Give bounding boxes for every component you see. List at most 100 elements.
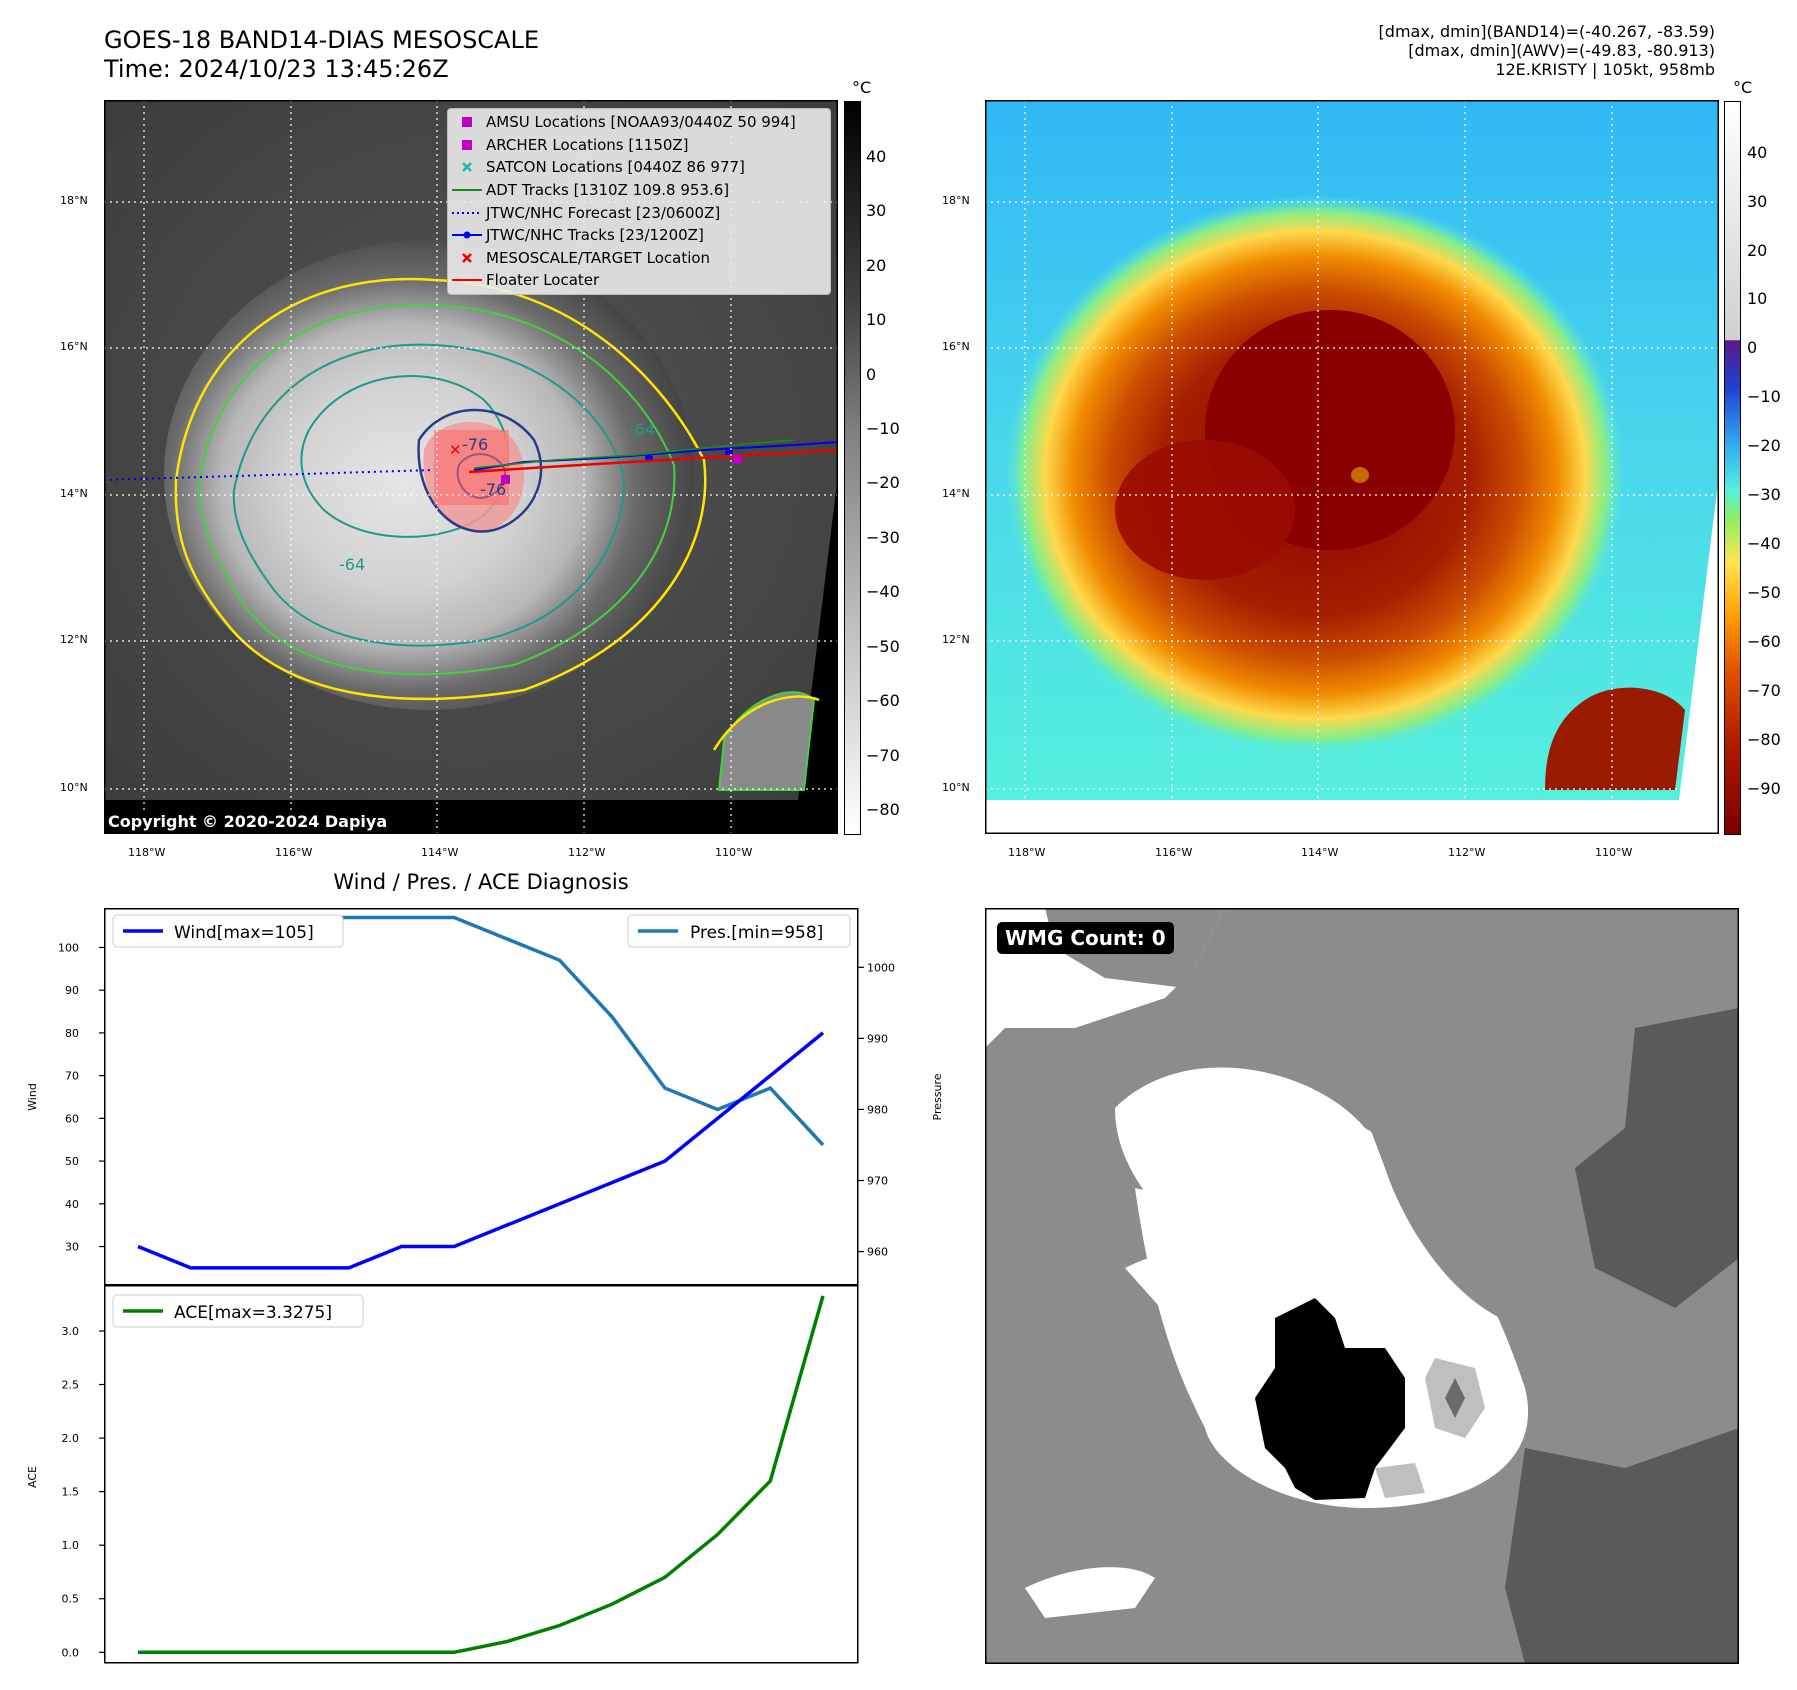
legend-item: AMSU Locations [NOAA93/0440Z 50 994] <box>448 111 830 134</box>
color-colorbar <box>1724 101 1741 835</box>
lon-label: 118°W <box>128 846 166 859</box>
wind-tick-label: 40 <box>65 1198 79 1211</box>
pressure-tick-label: 970 <box>867 1175 888 1188</box>
pressure-tick-label: 990 <box>867 1032 888 1045</box>
colorbar-tick: 0 <box>1747 338 1758 357</box>
ace-legend-label: ACE[max=3.3275] <box>174 1303 332 1323</box>
pressure-tick-label: 980 <box>867 1103 888 1116</box>
contour-label: -64 <box>339 555 365 574</box>
lon-label: 114°W <box>1301 846 1339 859</box>
gray-colorbar-ticks: 40 30 20 10 0 −10 −20 −30 −40 −50 −60 −7… <box>866 101 926 835</box>
lon-label: 110°W <box>715 846 753 859</box>
legend-item: JTWC/NHC Tracks [23/1200Z] <box>448 224 830 247</box>
lat-label: 16°N <box>942 340 970 353</box>
pressure-axis-label: Pressure <box>931 1073 944 1120</box>
colorbar-tick: −50 <box>1747 583 1781 602</box>
colorbar-tick: −40 <box>866 582 900 601</box>
colorbar-tick: −30 <box>866 528 900 547</box>
colorbar-tick: 20 <box>1747 241 1768 260</box>
pressure-tick-label: 960 <box>867 1246 888 1259</box>
wind-tick-label: 60 <box>65 1112 79 1125</box>
diagnosis-charts: Wind / Pres. / ACE Diagnosis Wind Pressu… <box>26 870 944 1664</box>
color-colorbar-ticks: 40 30 20 10 0 −10 −20 −30 −40 −50 −60 −7… <box>1747 101 1797 835</box>
lon-label: 114°W <box>421 846 459 859</box>
legend-item: JTWC/NHC Forecast [23/0600Z] <box>452 203 721 222</box>
lon-label: 112°W <box>1448 846 1486 859</box>
map-legend: AMSU Locations [NOAA93/0440Z 50 994] ARC… <box>447 108 831 295</box>
pressure-series-line <box>137 915 825 1147</box>
lon-label: 116°W <box>275 846 313 859</box>
lat-label: 18°N <box>60 194 88 207</box>
colorbar-tick: 0 <box>866 365 877 384</box>
wind-legend: Wind[max=105] <box>112 914 344 948</box>
info-line-2: [dmax, dmin](AWV)=(-49.83, -80.913) <box>1408 41 1715 60</box>
wind-legend-label: Wind[max=105] <box>174 923 314 943</box>
title-line-2: Time: 2024/10/23 13:45:26Z <box>104 55 449 83</box>
colorbar-tick: −20 <box>866 473 900 492</box>
copyright-label: Copyright © 2020-2024 Dapiya <box>104 810 392 833</box>
lat-label: 10°N <box>942 781 970 794</box>
ace-tick-label: 3.0 <box>62 1325 80 1338</box>
colorbar-tick: 40 <box>1747 143 1768 162</box>
ace-tick-label: 2.5 <box>62 1379 80 1392</box>
contour-label: -76 <box>462 435 488 454</box>
wind-axis-label: Wind <box>26 1083 39 1111</box>
info-line-1: [dmax, dmin](BAND14)=(-40.267, -83.59) <box>1378 22 1715 41</box>
colorbar-tick: −20 <box>1747 436 1781 455</box>
ace-tick-label: 1.5 <box>62 1486 80 1499</box>
lat-label: 18°N <box>942 194 970 207</box>
wind-tick-label: 70 <box>65 1070 79 1083</box>
ace-tick-label: 1.0 <box>62 1539 80 1552</box>
legend-item: ARCHER Locations [1150Z] <box>448 134 830 157</box>
ace-axis-label: ACE <box>26 1466 39 1488</box>
pressure-legend-label: Pres.[min=958] <box>690 923 823 943</box>
colorbar-tick: 10 <box>866 310 887 329</box>
colorbar-tick: −60 <box>866 691 900 710</box>
lat-label: 10°N <box>60 781 88 794</box>
lat-label: 16°N <box>60 340 88 353</box>
colorbar-tick: −10 <box>1747 387 1781 406</box>
ace-legend: ACE[max=3.3275] <box>112 1294 364 1328</box>
target-box <box>434 430 509 505</box>
colorbar-tick: −90 <box>1747 779 1781 798</box>
legend-item: ADT Tracks [1310Z 109.8 953.6] <box>452 181 730 200</box>
ace-tick-label: 0.5 <box>62 1593 80 1606</box>
pressure-tick-label: 1000 <box>867 961 895 974</box>
contour-label: -76 <box>480 480 506 499</box>
colorbar-tick: −10 <box>866 419 900 438</box>
lon-label: 118°W <box>1008 846 1046 859</box>
lat-label: 12°N <box>942 633 970 646</box>
title-line-1: GOES-18 BAND14-DIAS MESOSCALE <box>104 26 540 54</box>
wind-tick-label: 80 <box>65 1027 79 1040</box>
wmg-count-badge: WMG Count: 0 <box>997 922 1174 954</box>
svg-text:✕: ✕ <box>449 441 462 459</box>
legend-item: Floater Locater <box>452 271 600 290</box>
ace-tick-label: 2.0 <box>62 1432 80 1445</box>
colorbar-tick: 30 <box>1747 192 1768 211</box>
lon-label: 112°W <box>568 846 606 859</box>
colorbar-tick: 40 <box>866 147 887 166</box>
colorbar-tick: −70 <box>866 746 900 765</box>
legend-item: SATCON Locations [0440Z 86 977] <box>448 156 830 179</box>
wind-tick-label: 30 <box>65 1241 79 1254</box>
lon-label: 116°W <box>1155 846 1193 859</box>
legend-item: MESOSCALE/TARGET Location <box>448 247 830 270</box>
colorbar-tick: −80 <box>866 800 900 819</box>
colorbar-tick: 30 <box>866 201 887 220</box>
colorbar-tick: −80 <box>1747 730 1781 749</box>
lat-label: 14°N <box>60 487 88 500</box>
colorbar-tick: −70 <box>1747 681 1781 700</box>
contour-label: -64 <box>629 420 655 439</box>
pressure-legend: Pres.[min=958] <box>627 914 851 948</box>
colorbar-tick: 20 <box>866 256 887 275</box>
info-block: [dmax, dmin](BAND14)=(-40.267, -83.59) [… <box>1379 22 1715 79</box>
ace-series-line <box>138 1295 825 1655</box>
lat-label: 14°N <box>942 487 970 500</box>
gray-colorbar <box>844 101 861 835</box>
lon-label: 110°W <box>1595 846 1633 859</box>
info-line-3: 12E.KRISTY | 105kt, 958mb <box>1495 60 1715 79</box>
wmg-panel <box>985 908 1739 1664</box>
colorbar-tick: −50 <box>866 637 900 656</box>
ace-tick-label: 0.0 <box>62 1646 80 1659</box>
colorbar-tick: 10 <box>1747 289 1768 308</box>
